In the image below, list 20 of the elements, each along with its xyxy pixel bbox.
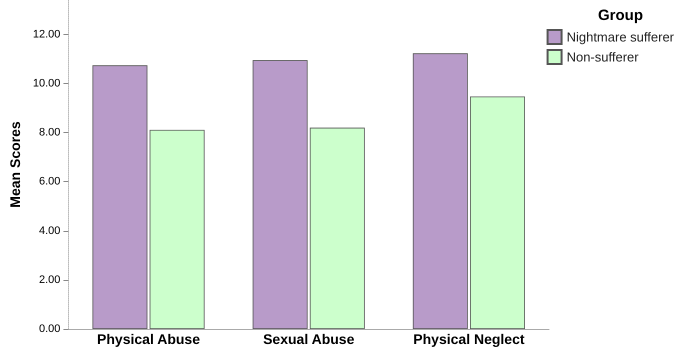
- y-axis-title: Mean Scores: [7, 121, 23, 208]
- y-tick-label: 10.00: [32, 77, 60, 90]
- y-tick-label: 4.00: [39, 224, 60, 237]
- y-tick-label: 8.00: [39, 126, 60, 139]
- y-tick-label: 0.00: [39, 323, 60, 335]
- bar: [92, 65, 148, 329]
- y-tick-label: 12.00: [32, 28, 60, 40]
- bar: [150, 130, 205, 329]
- legend-title: Group: [598, 7, 644, 24]
- bar: [310, 128, 365, 329]
- x-tick-label: Physical Neglect: [413, 331, 525, 347]
- x-tick-label: Physical Abuse: [97, 331, 200, 347]
- legend-label: Nightmare sufferer: [566, 30, 675, 44]
- y-tick-label: 6.00: [39, 176, 60, 188]
- bar: [412, 53, 468, 329]
- bar: [470, 96, 525, 329]
- legend-label: Non-sufferer: [566, 50, 640, 64]
- bar: [252, 60, 308, 329]
- x-tick-label: Sexual Abuse: [263, 331, 355, 347]
- y-tick-label: 2.00: [39, 274, 60, 286]
